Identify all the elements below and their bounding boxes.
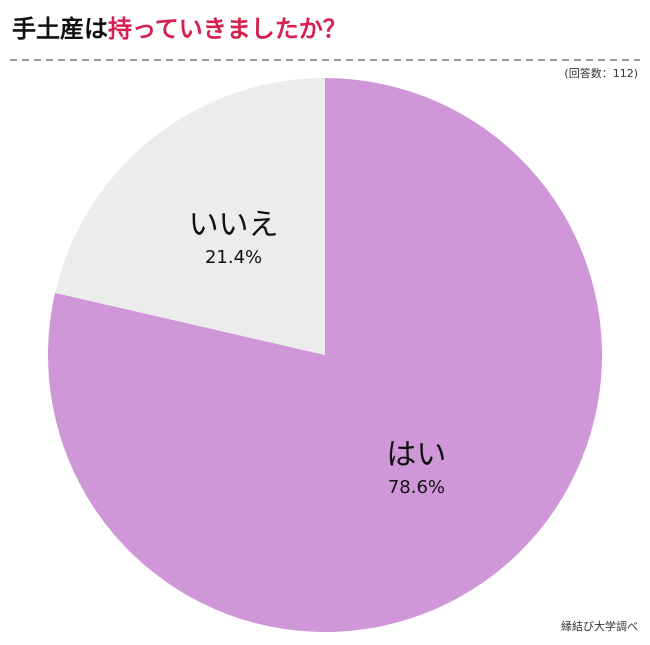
slice-value-label: 21.4% [205, 247, 262, 268]
pie-slice [55, 78, 325, 355]
chart-title: 手土産は持っていきましたか？ [12, 15, 347, 43]
slice-category: はい [386, 437, 446, 472]
note: (回答数：112) [564, 66, 638, 80]
title-part: 持っていきましたか？ [108, 15, 347, 43]
source: 縁結び大学調べ [561, 619, 638, 633]
slice-category: いいえ [189, 208, 279, 243]
title-part: 手土産は [12, 15, 108, 43]
pie-slice [48, 78, 602, 633]
slice-value-label: 78.6% [388, 477, 445, 498]
